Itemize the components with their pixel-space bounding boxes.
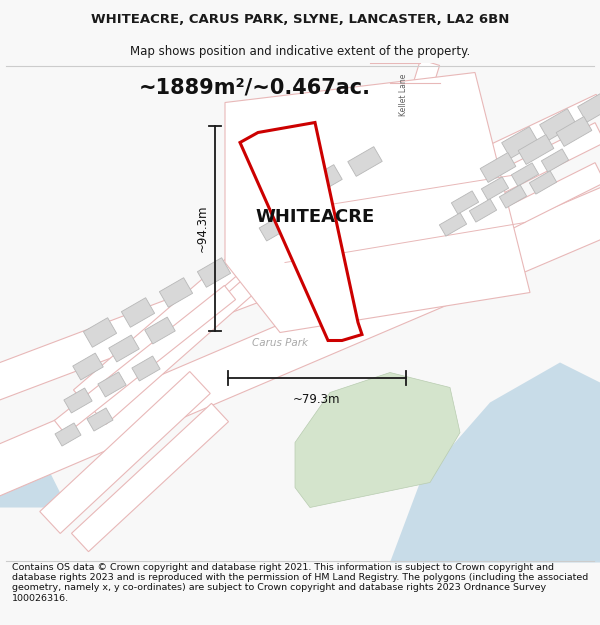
Polygon shape <box>297 198 329 225</box>
Polygon shape <box>390 362 600 562</box>
Polygon shape <box>406 94 600 201</box>
Polygon shape <box>109 335 139 362</box>
Polygon shape <box>380 59 440 196</box>
Polygon shape <box>539 109 577 140</box>
Polygon shape <box>98 372 126 397</box>
Polygon shape <box>0 176 506 409</box>
Text: WHITEACRE: WHITEACRE <box>256 209 374 226</box>
Text: Contains OS data © Crown copyright and database right 2021. This information is : Contains OS data © Crown copyright and d… <box>12 562 588 602</box>
Polygon shape <box>83 318 116 348</box>
Polygon shape <box>259 214 291 241</box>
Polygon shape <box>0 171 600 504</box>
Polygon shape <box>0 468 60 508</box>
Text: Kellet Lane: Kellet Lane <box>398 73 407 116</box>
Polygon shape <box>55 286 236 434</box>
Polygon shape <box>499 185 527 208</box>
Polygon shape <box>481 177 509 200</box>
Polygon shape <box>94 261 276 424</box>
Text: ~1889m²/~0.467ac.: ~1889m²/~0.467ac. <box>139 78 371 98</box>
Polygon shape <box>87 408 113 431</box>
Polygon shape <box>268 182 302 213</box>
Polygon shape <box>121 298 155 328</box>
Polygon shape <box>71 403 229 552</box>
Text: Map shows position and indicative extent of the property.: Map shows position and indicative extent… <box>130 45 470 58</box>
Polygon shape <box>132 356 160 381</box>
Polygon shape <box>451 191 479 214</box>
Polygon shape <box>511 163 539 186</box>
Text: ~94.3m: ~94.3m <box>196 204 209 252</box>
Polygon shape <box>578 91 600 123</box>
Polygon shape <box>529 171 557 194</box>
Polygon shape <box>40 371 210 534</box>
Polygon shape <box>415 122 600 232</box>
Polygon shape <box>556 117 592 146</box>
Polygon shape <box>469 199 497 222</box>
Polygon shape <box>55 423 81 446</box>
Polygon shape <box>439 213 467 236</box>
Polygon shape <box>73 235 266 405</box>
Polygon shape <box>197 258 230 288</box>
Polygon shape <box>295 372 460 508</box>
Polygon shape <box>64 388 92 413</box>
Polygon shape <box>240 122 362 341</box>
Polygon shape <box>73 353 103 380</box>
Text: Carus Park: Carus Park <box>252 338 308 348</box>
Polygon shape <box>348 147 382 176</box>
Polygon shape <box>502 127 538 158</box>
Polygon shape <box>541 149 569 172</box>
Text: ~79.3m: ~79.3m <box>293 393 341 406</box>
Polygon shape <box>480 152 516 182</box>
Text: WHITEACRE, CARUS PARK, SLYNE, LANCASTER, LA2 6BN: WHITEACRE, CARUS PARK, SLYNE, LANCASTER,… <box>91 12 509 26</box>
Polygon shape <box>225 72 530 332</box>
Polygon shape <box>145 317 175 344</box>
Polygon shape <box>160 278 193 308</box>
Polygon shape <box>308 164 342 194</box>
Polygon shape <box>518 134 554 164</box>
Polygon shape <box>435 162 600 262</box>
